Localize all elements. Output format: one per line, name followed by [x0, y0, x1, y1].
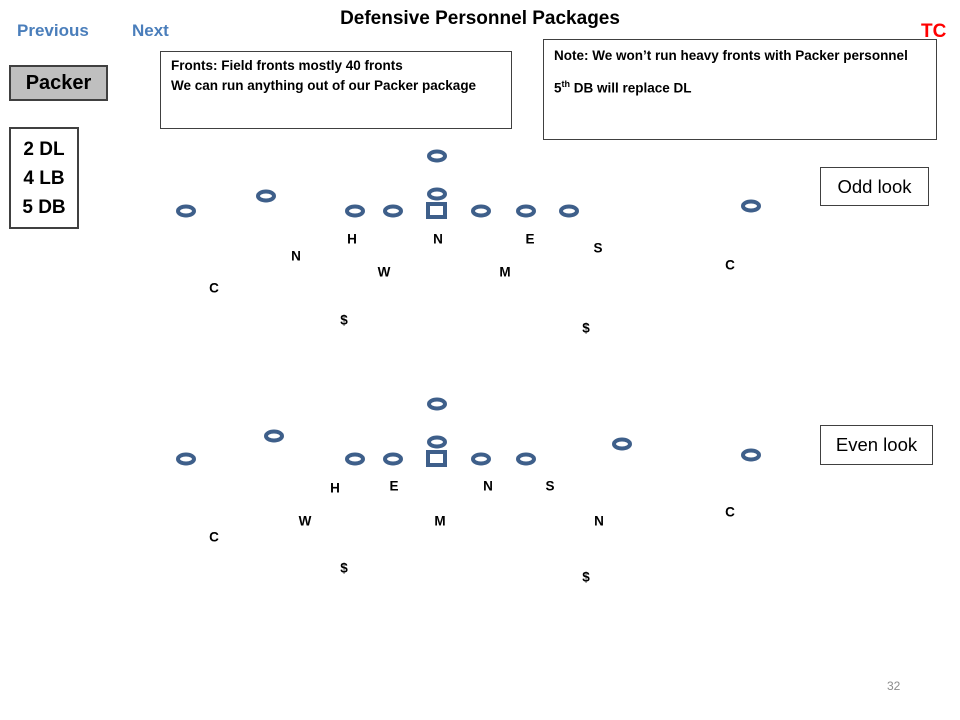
offense-player	[345, 452, 365, 466]
defender-n-nickel: N	[594, 513, 604, 529]
page-number: 32	[887, 679, 901, 693]
defender-e: E	[389, 478, 399, 494]
defender-n-nickel: N	[291, 248, 301, 264]
offense-player	[741, 448, 761, 462]
defender-s: S	[593, 240, 603, 256]
offense-player	[427, 187, 447, 201]
defender-safety-left: $	[340, 560, 348, 576]
offense-player	[264, 429, 284, 443]
defender-s: S	[545, 478, 555, 494]
defender-safety-left: $	[340, 312, 348, 328]
offense-player	[427, 397, 447, 411]
offense-player	[383, 204, 403, 218]
odd-look-offense	[176, 149, 761, 219]
defender-w: W	[377, 264, 391, 280]
offense-player	[427, 149, 447, 163]
defender-safety-right: $	[582, 569, 590, 585]
page-title: Defensive Personnel Packages	[340, 8, 620, 29]
note-line-1: Note: We won’t run heavy fronts with Pac…	[554, 48, 908, 63]
defender-m: M	[499, 264, 511, 280]
personnel-dl: 2 DL	[23, 138, 65, 160]
defender-safety-right: $	[582, 320, 590, 336]
personnel-note: Note: We won’t run heavy fronts with Pac…	[543, 39, 937, 140]
tc-link[interactable]: TC	[921, 21, 947, 42]
defender-c-right: C	[725, 504, 735, 520]
defender-e: E	[525, 231, 535, 247]
defender-c-left: C	[209, 280, 219, 296]
personnel-lb: 4 LB	[23, 167, 65, 189]
defender-c-left: C	[209, 529, 219, 545]
fronts-line-2: We can run anything out of our Packer pa…	[171, 78, 477, 93]
offense-player	[176, 204, 196, 218]
defender-h: H	[330, 480, 340, 496]
offense-player	[383, 452, 403, 466]
defender-n-nose: N	[433, 231, 443, 247]
offense-player	[345, 204, 365, 218]
defender-n-nose: N	[483, 478, 493, 494]
offense-player	[176, 452, 196, 466]
even-look-button[interactable]: Even look	[820, 425, 933, 465]
defender-w: W	[298, 513, 312, 529]
fronts-note: Fronts: Field fronts mostly 40 fronts We…	[160, 51, 512, 129]
note-line-2: 5th DB will replace DL	[554, 79, 692, 96]
previous-link[interactable]: Previous	[17, 21, 89, 40]
offense-player	[427, 435, 447, 449]
center-marker	[426, 450, 447, 467]
offense-player	[256, 189, 276, 203]
offense-player	[516, 452, 536, 466]
offense-player	[612, 437, 632, 451]
personnel-db: 5 DB	[22, 196, 66, 218]
odd-look-button[interactable]: Odd look	[820, 167, 929, 206]
defender-m: M	[434, 513, 446, 529]
offense-player	[741, 199, 761, 213]
even-look-offense	[176, 397, 761, 467]
offense-player	[471, 452, 491, 466]
next-link[interactable]: Next	[132, 21, 169, 40]
defender-h: H	[347, 231, 357, 247]
fronts-line-1: Fronts: Field fronts mostly 40 fronts	[171, 58, 403, 73]
offense-player	[471, 204, 491, 218]
defender-c-right: C	[725, 257, 735, 273]
offense-player	[559, 204, 579, 218]
center-marker	[426, 202, 447, 219]
offense-player	[516, 204, 536, 218]
package-label[interactable]: Packer	[9, 65, 108, 101]
personnel-box: 2 DL 4 LB 5 DB	[9, 127, 79, 229]
